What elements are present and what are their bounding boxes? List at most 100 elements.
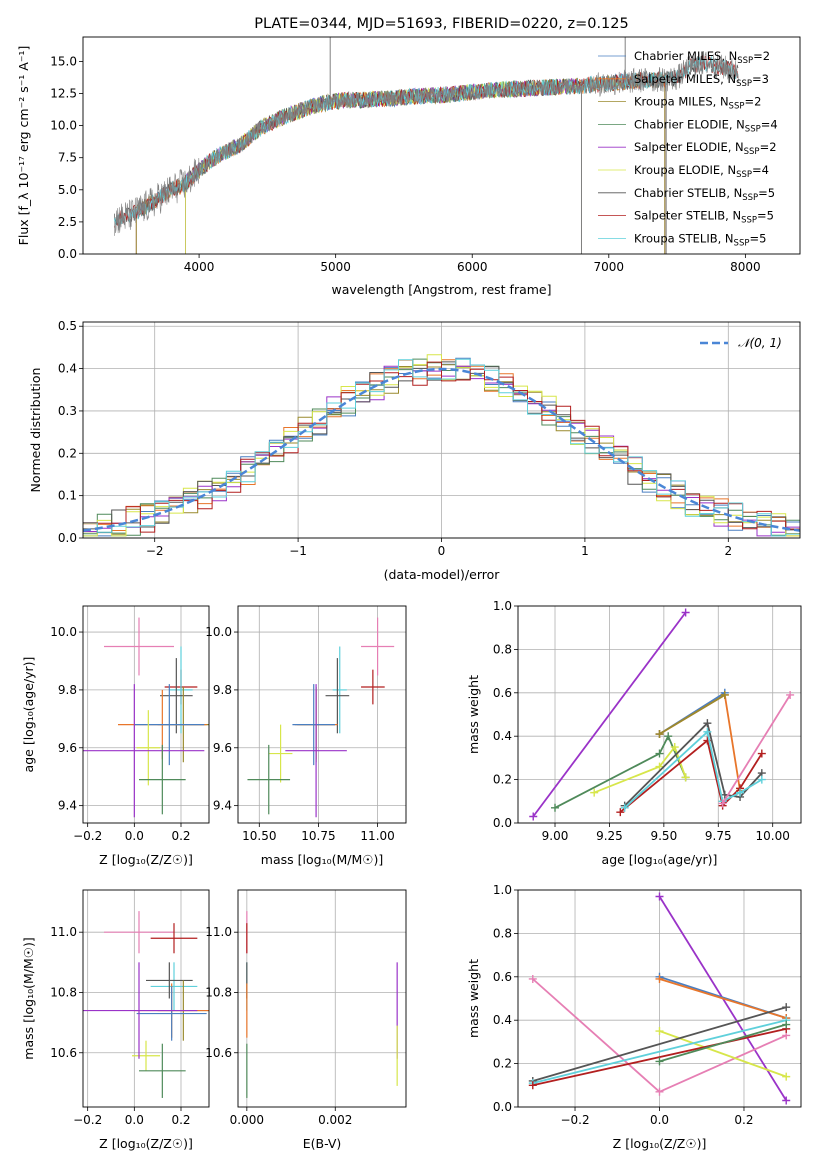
weight-line [532,611,687,818]
panel-residuals: −2 −1 0 1 2 0.0 0.1 0.2 0.3 0.4 0.5 (data-model)/er… [28,319,801,582]
y-axis-label: mass weight [466,675,481,754]
y-tick-label: 0.6 [493,686,512,700]
weight-marker [782,1072,791,1081]
x-tick-label: 2 [724,544,732,558]
y-tick-label: 0.0 [58,247,77,261]
x-axis-label: age [log₁₀(age/yr)] [602,852,718,867]
weight-marker [620,803,629,812]
legend-label: Chabrier ELODIE, NSSP=4 [634,117,778,134]
legend-label: Salpeter STELIB, NSSP=5 [634,209,774,226]
legend-label: Kroupa ELODIE, NSSP=4 [634,163,769,180]
plot-area-spectrum [114,37,739,254]
y-tick-label: 0.5 [58,319,77,333]
x-tick-label: 9.75 [705,829,732,843]
x-tick-label: 9.50 [650,829,677,843]
x-tick-label: −0.2 [560,1113,589,1127]
axes-frame [237,605,407,824]
y-tick-label: 0.6 [493,970,512,984]
weight-marker [720,690,729,699]
y-tick-label: 9.8 [213,683,232,697]
legend-label: Kroupa STELIB, NSSP=5 [634,231,766,248]
weight-line [659,978,787,1019]
legend-label-tail: =5 [758,186,775,200]
y-axis-label: mass weight [466,959,481,1038]
y-tick-label: 1.0 [493,883,512,897]
x-tick-label: 0 [438,544,446,558]
legend-label-text: Salpeter STELIB, N [634,209,741,223]
y-tick-label: 0.4 [493,729,512,743]
legend-label-sub: SSP [736,170,752,180]
histogram-salpeter-stelib [83,361,800,533]
legend-label-sub: SSP [734,238,750,248]
weight-line [721,694,791,804]
y-tick-label: 0.0 [493,816,512,830]
axes-frame [517,889,802,1108]
y-tick-label: 0.2 [58,446,77,460]
legend-label: Chabrier MILES, NSSP=2 [634,49,770,66]
plot-area-age-vs-mass [247,617,395,818]
x-tick-label: 10.00 [756,829,790,843]
x-tick-label: 1 [581,544,589,558]
weight-marker [655,1057,664,1066]
y-tick-label: 10.8 [50,985,77,999]
x-tick-label: −2 [146,544,164,558]
x-axis-label: mass [log₁₀(M/M☉)] [261,852,383,867]
legend-label-text: Kroupa ELODIE, N [634,163,736,177]
y-tick-label: 0.8 [493,926,512,940]
legend-label-tail: =5 [757,209,774,223]
legend-label: Salpeter ELODIE, NSSP=2 [634,140,777,157]
axes-frame [82,605,210,824]
x-axis-label: Z [log₁₀(Z/Z☉)] [613,1136,707,1151]
y-axis-label: mass [log₁₀(M/M☉)] [21,937,36,1059]
legend-label: Salpeter MILES, NSSP=3 [634,72,769,89]
panel-mass-vs-ebv: 0.000 0.002 10.6 10.8 11.0 E(B-V) [205,889,407,1151]
y-tick-label: 10.0 [50,119,77,133]
plot-area-age-vs-Z [83,617,209,818]
x-tick-label: 0.2 [171,1113,190,1127]
weight-marker [529,812,538,821]
x-tick-label: 5000 [320,260,351,274]
y-tick-label: 2.5 [58,215,77,229]
weight-marker [664,732,673,741]
x-tick-label: 0.2 [734,1113,753,1127]
weight-marker [655,1027,664,1036]
y-tick-label: 0.4 [58,362,77,376]
legend-label-tail: =4 [752,163,769,177]
x-axis-label: E(B-V) [303,1136,342,1151]
panel-mass-vs-Z: −0.2 0.0 0.2 10.6 10.8 11.0 Z [log₁₀(Z/Z☉)] mas… [21,889,210,1151]
legend-label-text: Kroupa MILES, N [634,95,729,109]
weight-line [659,1023,787,1063]
y-tick-label: 9.6 [58,741,77,755]
axes-frame [237,889,407,1108]
weight-marker [590,788,599,797]
weight-marker [655,730,664,739]
x-tick-label: 0.002 [318,1113,352,1127]
legend-label-text: Salpeter MILES, N [634,72,736,86]
legend-label-tail: =4 [761,117,778,131]
y-tick-label: 0.4 [493,1013,512,1027]
y-tick-label: 12.5 [50,86,77,100]
y-tick-label: 10.0 [50,625,77,639]
chart-title: PLATE=0344, MJD=51693, FIBERID=0220, z=0… [254,16,628,32]
plot-area-mass-vs-ebv [246,911,398,1098]
x-tick-label: 9.25 [596,829,623,843]
x-axis-label: Z [log₁₀(Z/Z☉)] [99,852,193,867]
x-tick-label: −0.2 [73,1113,102,1127]
y-axis-label: age [log₁₀(age/yr)] [21,657,36,773]
panel-mass-weight-vs-age: 9.00 9.25 9.50 9.75 10.00 0.0 0.2 0.4 0.6 0.8 1.0 a… [466,599,802,867]
x-tick-label: −1 [289,544,307,558]
legend-label-text: Salpeter ELODIE, N [634,140,744,154]
y-tick-label: 10.0 [205,625,232,639]
y-tick-label: 11.0 [205,925,232,939]
weight-marker [528,974,537,983]
x-tick-label: 0.0 [650,1113,669,1127]
panel-age-vs-mass: 10.50 10.75 11.00 9.4 9.6 9.8 10.0 mass [log₁₀(… [205,605,407,867]
weight-marker [551,803,560,812]
legend-label-sub: SSP [737,56,753,66]
plot-area-mass-weight-vs-age [529,608,795,821]
weight-marker [736,788,745,797]
plot-area-mass-vs-Z [83,911,209,1098]
weight-marker [782,1003,791,1012]
x-tick-label: 4000 [184,260,215,274]
